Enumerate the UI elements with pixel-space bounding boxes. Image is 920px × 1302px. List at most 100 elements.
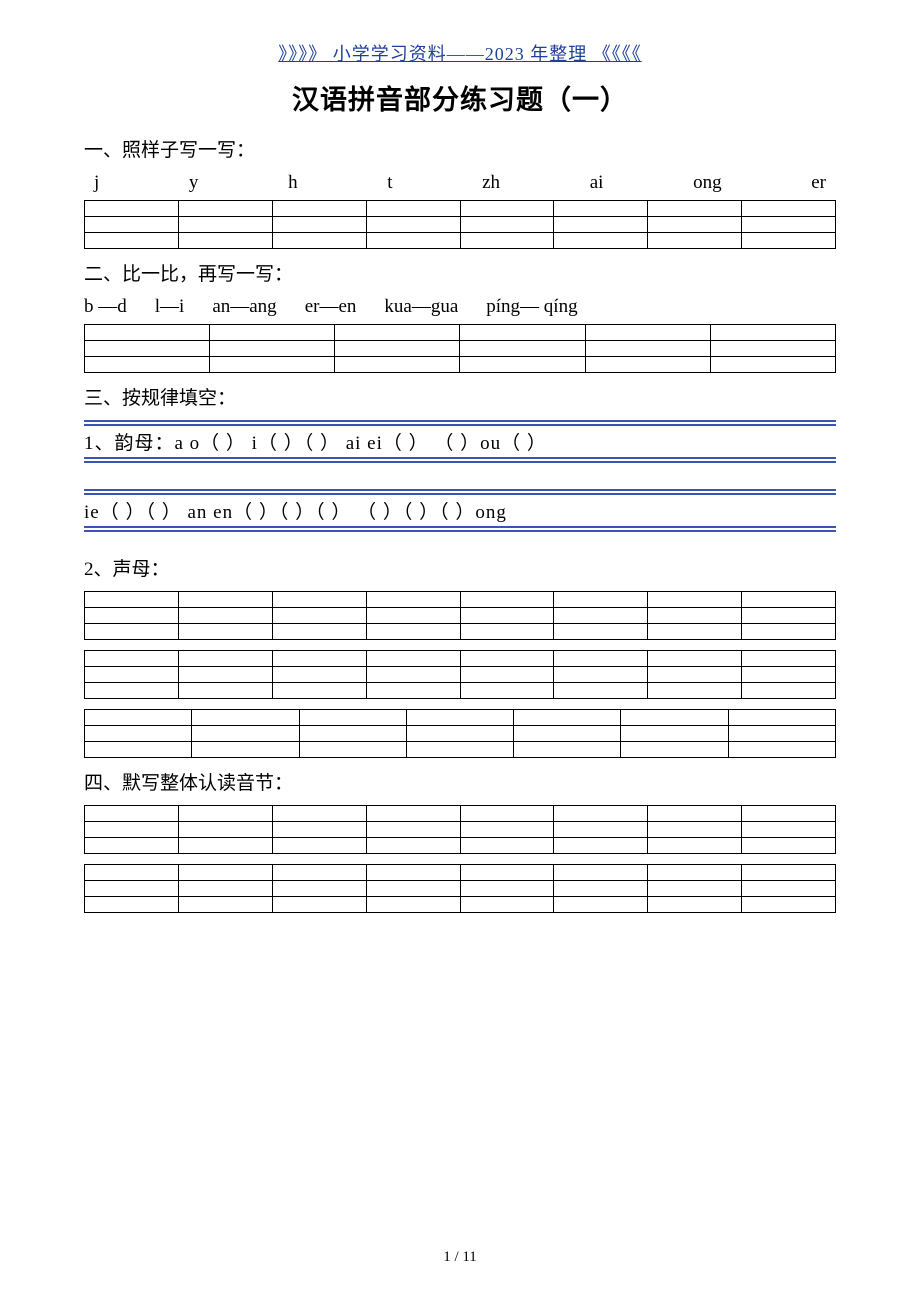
writing-cell xyxy=(742,233,836,249)
writing-cell xyxy=(366,233,460,249)
writing-cell xyxy=(85,865,179,881)
writing-cell xyxy=(648,592,742,608)
page: 》》》》 小学学习资料——2023 年整理 《《《《 汉语拼音部分练习题（一） … xyxy=(0,0,920,1302)
writing-cell xyxy=(648,233,742,249)
section3-fill-line2: ie（ ）（ ） an en（ ）（ ）（ ） （ ）（ ）（ ）ong xyxy=(84,493,836,528)
pinyin-pair: l—i xyxy=(155,296,185,318)
writing-cell xyxy=(366,806,460,822)
page-title: 汉语拼音部分练习题（一） xyxy=(84,78,836,117)
page-number: 1 / 11 xyxy=(0,1249,920,1266)
writing-cell xyxy=(85,608,179,624)
pinyin-pair: an—ang xyxy=(212,296,276,318)
writing-cell xyxy=(728,742,835,758)
section3-grids xyxy=(84,591,836,758)
writing-cell xyxy=(460,683,554,699)
writing-cell xyxy=(85,624,179,640)
writing-cell xyxy=(210,325,335,341)
writing-cell xyxy=(178,806,272,822)
writing-cell xyxy=(406,726,513,742)
writing-cell xyxy=(554,608,648,624)
writing-cell xyxy=(192,710,299,726)
pinyin-letter: y xyxy=(189,172,199,194)
writing-cell xyxy=(272,651,366,667)
writing-cell xyxy=(554,865,648,881)
writing-cell xyxy=(742,838,836,854)
rule-line xyxy=(84,420,836,422)
section4-writing-grid xyxy=(84,864,836,913)
rule-line xyxy=(84,461,836,463)
writing-cell xyxy=(742,624,836,640)
writing-cell xyxy=(272,881,366,897)
section2-writing-grid xyxy=(84,324,836,373)
pinyin-letter: ai xyxy=(590,172,604,194)
writing-cell xyxy=(554,806,648,822)
writing-cell xyxy=(554,683,648,699)
pinyin-letter: ong xyxy=(693,172,722,194)
writing-cell xyxy=(178,865,272,881)
writing-cell xyxy=(460,897,554,913)
writing-cell xyxy=(178,233,272,249)
writing-cell xyxy=(85,726,192,742)
writing-cell xyxy=(648,608,742,624)
writing-cell xyxy=(460,217,554,233)
writing-cell xyxy=(460,357,585,373)
pinyin-letter: j xyxy=(94,172,99,194)
writing-cell xyxy=(178,897,272,913)
writing-cell xyxy=(460,233,554,249)
writing-cell xyxy=(178,217,272,233)
writing-cell xyxy=(272,822,366,838)
section3-fill-line1: 1、韵母：a o（ ） i（ ）（ ） ai ei（ ） （ ）ou（ ） xyxy=(84,424,836,459)
section4-writing-grid xyxy=(84,805,836,854)
writing-cell xyxy=(335,357,460,373)
section1-letters-row: jyhtzhaionger xyxy=(84,172,836,200)
writing-cell xyxy=(621,726,728,742)
writing-cell xyxy=(85,341,210,357)
writing-cell xyxy=(366,822,460,838)
writing-cell xyxy=(648,624,742,640)
writing-cell xyxy=(585,357,710,373)
writing-cell xyxy=(272,683,366,699)
writing-cell xyxy=(648,217,742,233)
section3-writing-grid xyxy=(84,650,836,699)
writing-cell xyxy=(85,357,210,373)
rule-line xyxy=(84,489,836,491)
writing-cell xyxy=(554,667,648,683)
writing-cell xyxy=(554,838,648,854)
writing-cell xyxy=(85,897,179,913)
writing-cell xyxy=(85,822,179,838)
writing-cell xyxy=(710,341,835,357)
writing-cell xyxy=(554,822,648,838)
writing-cell xyxy=(366,897,460,913)
writing-cell xyxy=(648,881,742,897)
writing-cell xyxy=(460,806,554,822)
writing-cell xyxy=(514,726,621,742)
writing-cell xyxy=(554,233,648,249)
pinyin-letter: er xyxy=(811,172,826,194)
writing-cell xyxy=(192,742,299,758)
writing-cell xyxy=(366,865,460,881)
pinyin-pair: er—en xyxy=(305,296,357,318)
writing-cell xyxy=(178,608,272,624)
writing-cell xyxy=(460,201,554,217)
writing-cell xyxy=(210,341,335,357)
writing-cell xyxy=(299,710,406,726)
writing-cell xyxy=(85,742,192,758)
writing-cell xyxy=(585,341,710,357)
writing-cell xyxy=(366,201,460,217)
writing-cell xyxy=(178,624,272,640)
writing-cell xyxy=(178,838,272,854)
writing-cell xyxy=(85,881,179,897)
pinyin-letter: zh xyxy=(482,172,500,194)
writing-cell xyxy=(85,233,179,249)
writing-cell xyxy=(554,592,648,608)
writing-cell xyxy=(178,592,272,608)
writing-cell xyxy=(742,806,836,822)
writing-cell xyxy=(742,881,836,897)
writing-cell xyxy=(460,881,554,897)
writing-cell xyxy=(272,608,366,624)
writing-cell xyxy=(648,838,742,854)
writing-cell xyxy=(648,683,742,699)
writing-cell xyxy=(460,592,554,608)
writing-cell xyxy=(710,357,835,373)
writing-cell xyxy=(85,217,179,233)
